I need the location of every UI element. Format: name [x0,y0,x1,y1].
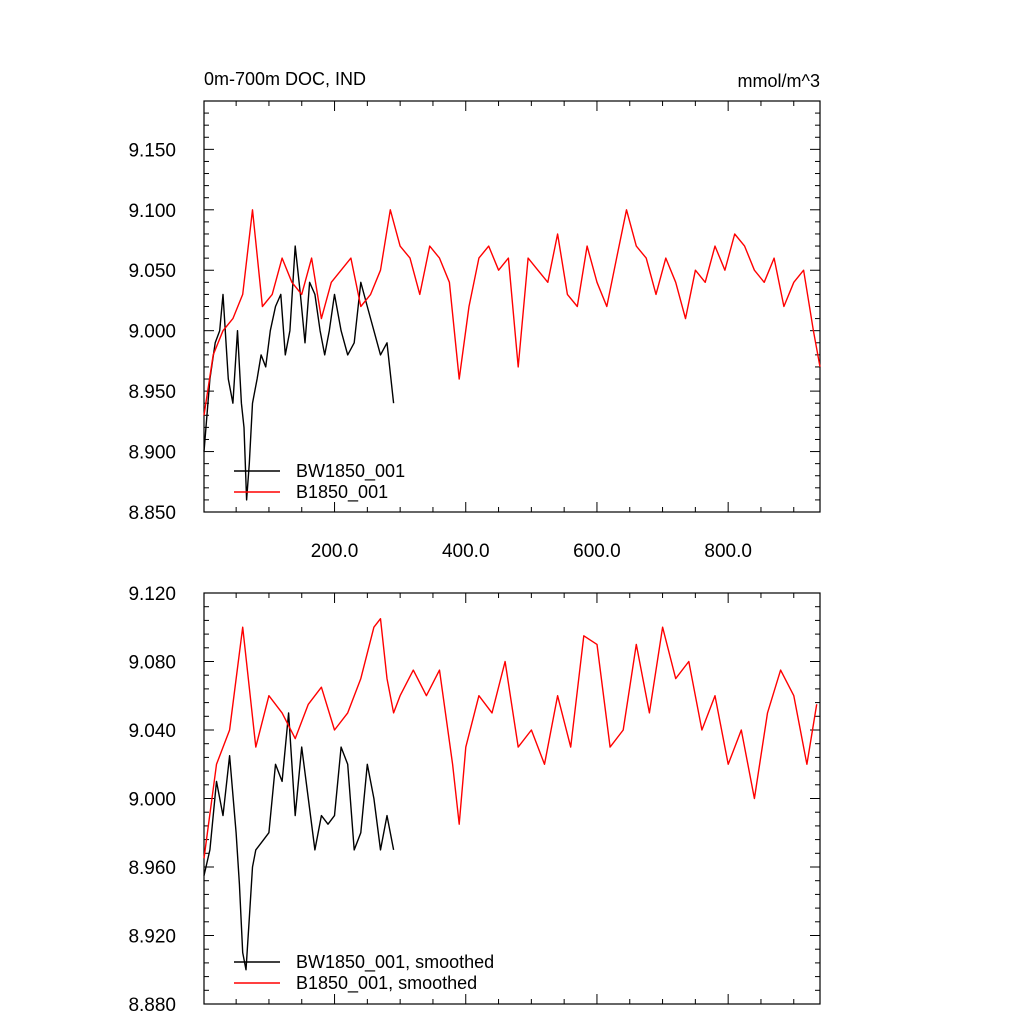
y-tick-label: 9.000 [128,322,176,343]
plot-frame [203,100,821,513]
y-tick-label: 9.050 [128,261,176,282]
series-line-0 [203,245,395,501]
y-tick-label: 9.150 [128,140,176,161]
y-tick-label: 8.900 [128,443,176,464]
x-tick-label: 400.0 [442,541,490,562]
y-tick-label: 8.920 [128,927,176,948]
legend-label: B1850_001, smoothed [296,973,477,994]
y-tick-label: 8.850 [128,503,176,524]
legend-label: BW1850_001, smoothed [296,952,494,973]
y-tick-label: 8.880 [128,995,176,1016]
series-line-1 [203,618,818,859]
legend-label: BW1850_001 [296,461,405,482]
legend-label: B1850_001 [296,482,388,503]
y-tick-label: 9.120 [128,584,176,605]
x-tick-label: 800.0 [704,541,752,562]
top-title: 0m-700m DOC, IND [204,69,366,89]
y-tick-label: 8.950 [128,382,176,403]
y-tick-label: 9.000 [128,790,176,811]
y-tick-label: 9.080 [128,653,176,674]
y-tick-label: 9.040 [128,721,176,742]
top-units-label: mmol/m^3 [738,71,820,91]
bottom-panel: 8.880 8.920 8.960 9.000 9.040 9.080 9.120 BW185… [128,584,821,1016]
series-line-0 [203,712,395,971]
series-line-1 [203,209,821,416]
y-tick-label: 8.960 [128,858,176,879]
top-panel: 0m-700m DOC, IND mmol/m^3 8.850 8.900 8.95… [128,69,821,562]
x-tick-label: 200.0 [311,541,359,562]
x-tick-label: 600.0 [573,541,621,562]
y-tick-label: 9.100 [128,201,176,222]
